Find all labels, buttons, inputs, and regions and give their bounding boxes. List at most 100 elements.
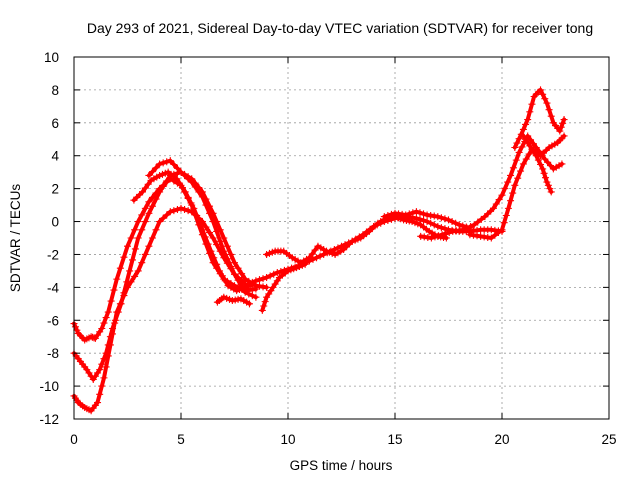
plus-marker bbox=[498, 226, 506, 234]
plus-marker bbox=[543, 99, 551, 107]
plus-marker bbox=[227, 263, 235, 271]
plus-marker bbox=[190, 204, 198, 212]
plus-markers bbox=[519, 132, 555, 196]
y-tick-label: -4 bbox=[47, 280, 59, 295]
plus-marker bbox=[196, 219, 204, 227]
plus-marker bbox=[420, 210, 428, 218]
plus-marker bbox=[305, 254, 313, 262]
plus-marker bbox=[98, 325, 106, 332]
plus-marker bbox=[134, 267, 142, 275]
axis-ticks bbox=[73, 56, 610, 420]
plus-marker bbox=[221, 277, 229, 285]
plus-marker bbox=[113, 275, 121, 283]
plus-marker bbox=[430, 221, 438, 229]
plus-marker bbox=[474, 218, 482, 226]
plus-marker bbox=[188, 178, 196, 186]
plus-marker bbox=[512, 156, 520, 164]
plus-marker bbox=[100, 319, 108, 327]
plus-marker bbox=[500, 219, 508, 227]
plus-marker bbox=[159, 182, 167, 190]
plus-marker bbox=[170, 161, 178, 169]
plus-marker bbox=[201, 233, 209, 241]
y-tick-label: 4 bbox=[51, 149, 59, 164]
plus-marker bbox=[248, 292, 256, 300]
plus-marker bbox=[263, 273, 271, 281]
plus-marker bbox=[258, 306, 266, 314]
y-tick-label: 2 bbox=[51, 182, 59, 197]
y-tick-label: 10 bbox=[44, 50, 59, 65]
plus-marker bbox=[515, 148, 523, 156]
plus-marker bbox=[98, 360, 106, 368]
plus-marker bbox=[532, 152, 540, 160]
plus-marker bbox=[380, 213, 388, 221]
plus-marker bbox=[434, 213, 442, 221]
plus-marker bbox=[259, 275, 267, 283]
plus-marker bbox=[546, 185, 554, 193]
plus-marker bbox=[178, 184, 186, 192]
plus-marker bbox=[223, 242, 231, 250]
plus-marker bbox=[220, 247, 228, 255]
plus-marker bbox=[159, 159, 167, 167]
plus-marker bbox=[525, 150, 533, 158]
x-tick-label: 5 bbox=[177, 432, 185, 447]
series-track-8 bbox=[263, 213, 450, 267]
plus-marker bbox=[209, 234, 217, 242]
plus-marker bbox=[202, 223, 210, 231]
plus-marker bbox=[145, 198, 153, 206]
plus-marker bbox=[73, 326, 81, 334]
plus-marker bbox=[487, 234, 495, 242]
plus-marker bbox=[441, 225, 449, 233]
plus-markers bbox=[511, 86, 568, 151]
plus-marker bbox=[309, 255, 317, 263]
plus-marker bbox=[166, 208, 174, 216]
series-track-5 bbox=[145, 157, 260, 301]
plus-marker bbox=[71, 323, 79, 331]
plus-marker bbox=[245, 290, 253, 298]
plus-marker bbox=[204, 240, 212, 248]
plus-marker bbox=[435, 232, 443, 240]
plus-marker bbox=[263, 283, 271, 291]
plus-marker bbox=[547, 188, 555, 196]
plus-marker bbox=[534, 156, 542, 164]
series-track-2 bbox=[70, 168, 271, 384]
plus-marker bbox=[248, 278, 256, 286]
plus-marker bbox=[134, 234, 142, 242]
plus-marker bbox=[537, 161, 545, 169]
plus-marker bbox=[231, 259, 238, 267]
plus-marker bbox=[416, 209, 424, 217]
plus-marker bbox=[507, 171, 515, 179]
plus-marker bbox=[138, 188, 146, 196]
y-tick-label: -12 bbox=[39, 412, 59, 427]
plus-marker bbox=[544, 181, 552, 189]
plus-marker bbox=[191, 183, 199, 191]
plus-marker bbox=[131, 226, 139, 234]
plus-marker bbox=[459, 226, 467, 234]
plus-marker bbox=[511, 181, 519, 189]
plus-marker bbox=[502, 212, 510, 220]
plus-marker bbox=[107, 297, 115, 305]
plus-marker bbox=[539, 90, 547, 98]
chart-title: Day 293 of 2021, Sidereal Day-to-day VTE… bbox=[87, 20, 593, 36]
x-tick-label: 10 bbox=[280, 432, 295, 447]
y-tick-label: 0 bbox=[51, 215, 59, 230]
plus-marker bbox=[163, 158, 171, 166]
plus-marker bbox=[387, 210, 395, 218]
plus-marker bbox=[509, 164, 517, 172]
plus-marker bbox=[452, 219, 460, 227]
plus-marker bbox=[537, 86, 545, 94]
plus-marker bbox=[241, 282, 249, 290]
plus-marker bbox=[273, 269, 281, 277]
plus-marker bbox=[241, 288, 249, 296]
y-tick-label: -8 bbox=[47, 346, 59, 361]
plus-marker bbox=[477, 215, 485, 223]
y-axis-label: SDTVAR / TECUs bbox=[8, 184, 23, 293]
plus-marker bbox=[148, 168, 156, 176]
plus-marker bbox=[100, 374, 108, 382]
plus-marker bbox=[213, 241, 221, 249]
plus-marker bbox=[134, 218, 142, 226]
plus-marker bbox=[184, 193, 192, 201]
plus-marker bbox=[227, 250, 235, 258]
plus-marker bbox=[541, 95, 549, 103]
plus-marker bbox=[127, 278, 135, 286]
